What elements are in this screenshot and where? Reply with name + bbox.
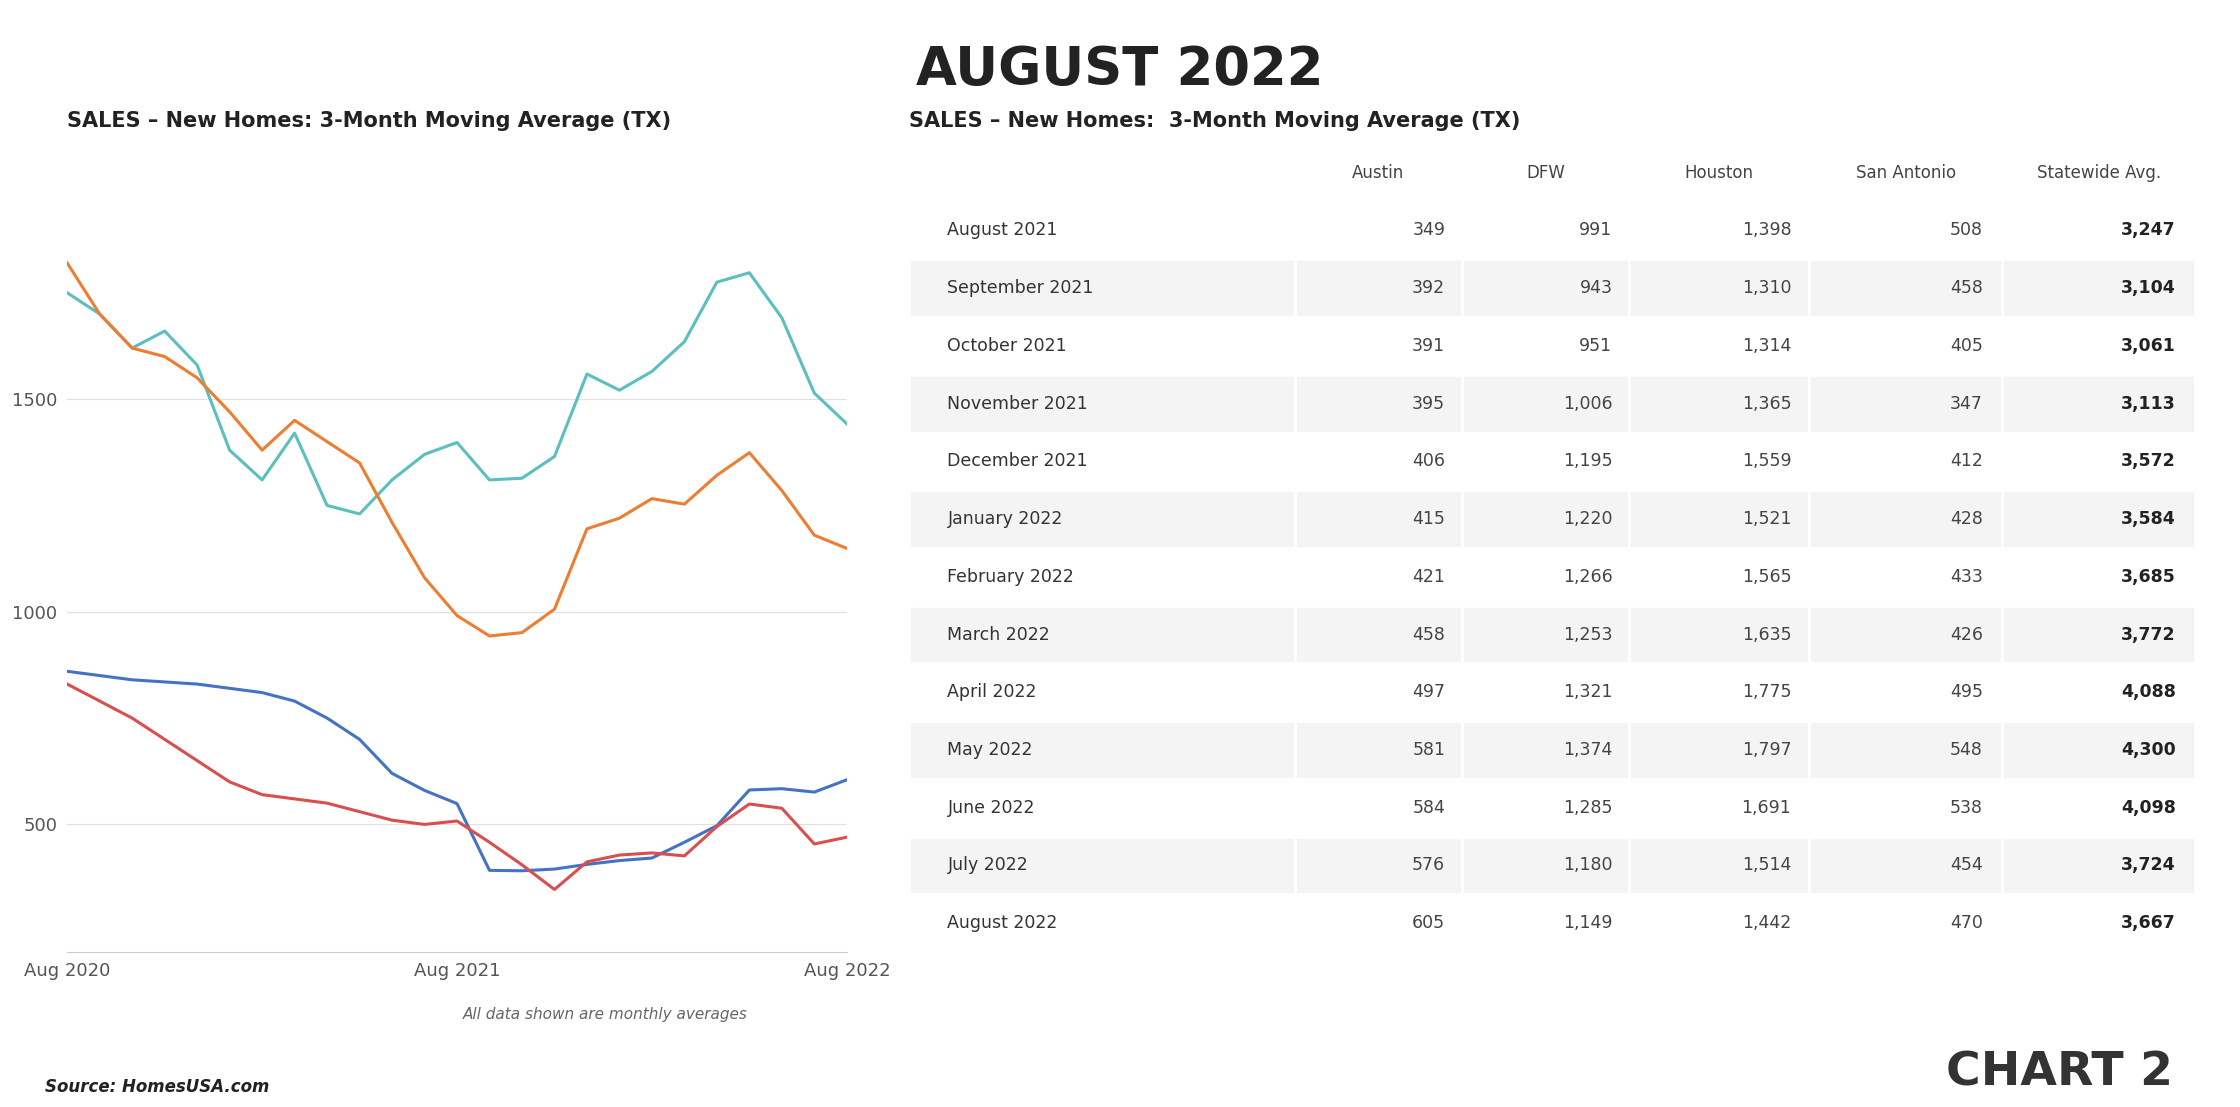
Text: AUGUST 2022: AUGUST 2022 xyxy=(916,44,1324,96)
Text: CHART 2: CHART 2 xyxy=(1947,1051,2173,1096)
Text: SALES – New Homes: 3-Month Moving Average (TX): SALES – New Homes: 3-Month Moving Averag… xyxy=(67,111,672,132)
Text: Source: HomesUSA.com: Source: HomesUSA.com xyxy=(45,1078,269,1096)
Text: SALES – New Homes:  3-Month Moving Average (TX): SALES – New Homes: 3-Month Moving Averag… xyxy=(909,111,1521,132)
Text: All data shown are monthly averages: All data shown are monthly averages xyxy=(461,1007,748,1023)
